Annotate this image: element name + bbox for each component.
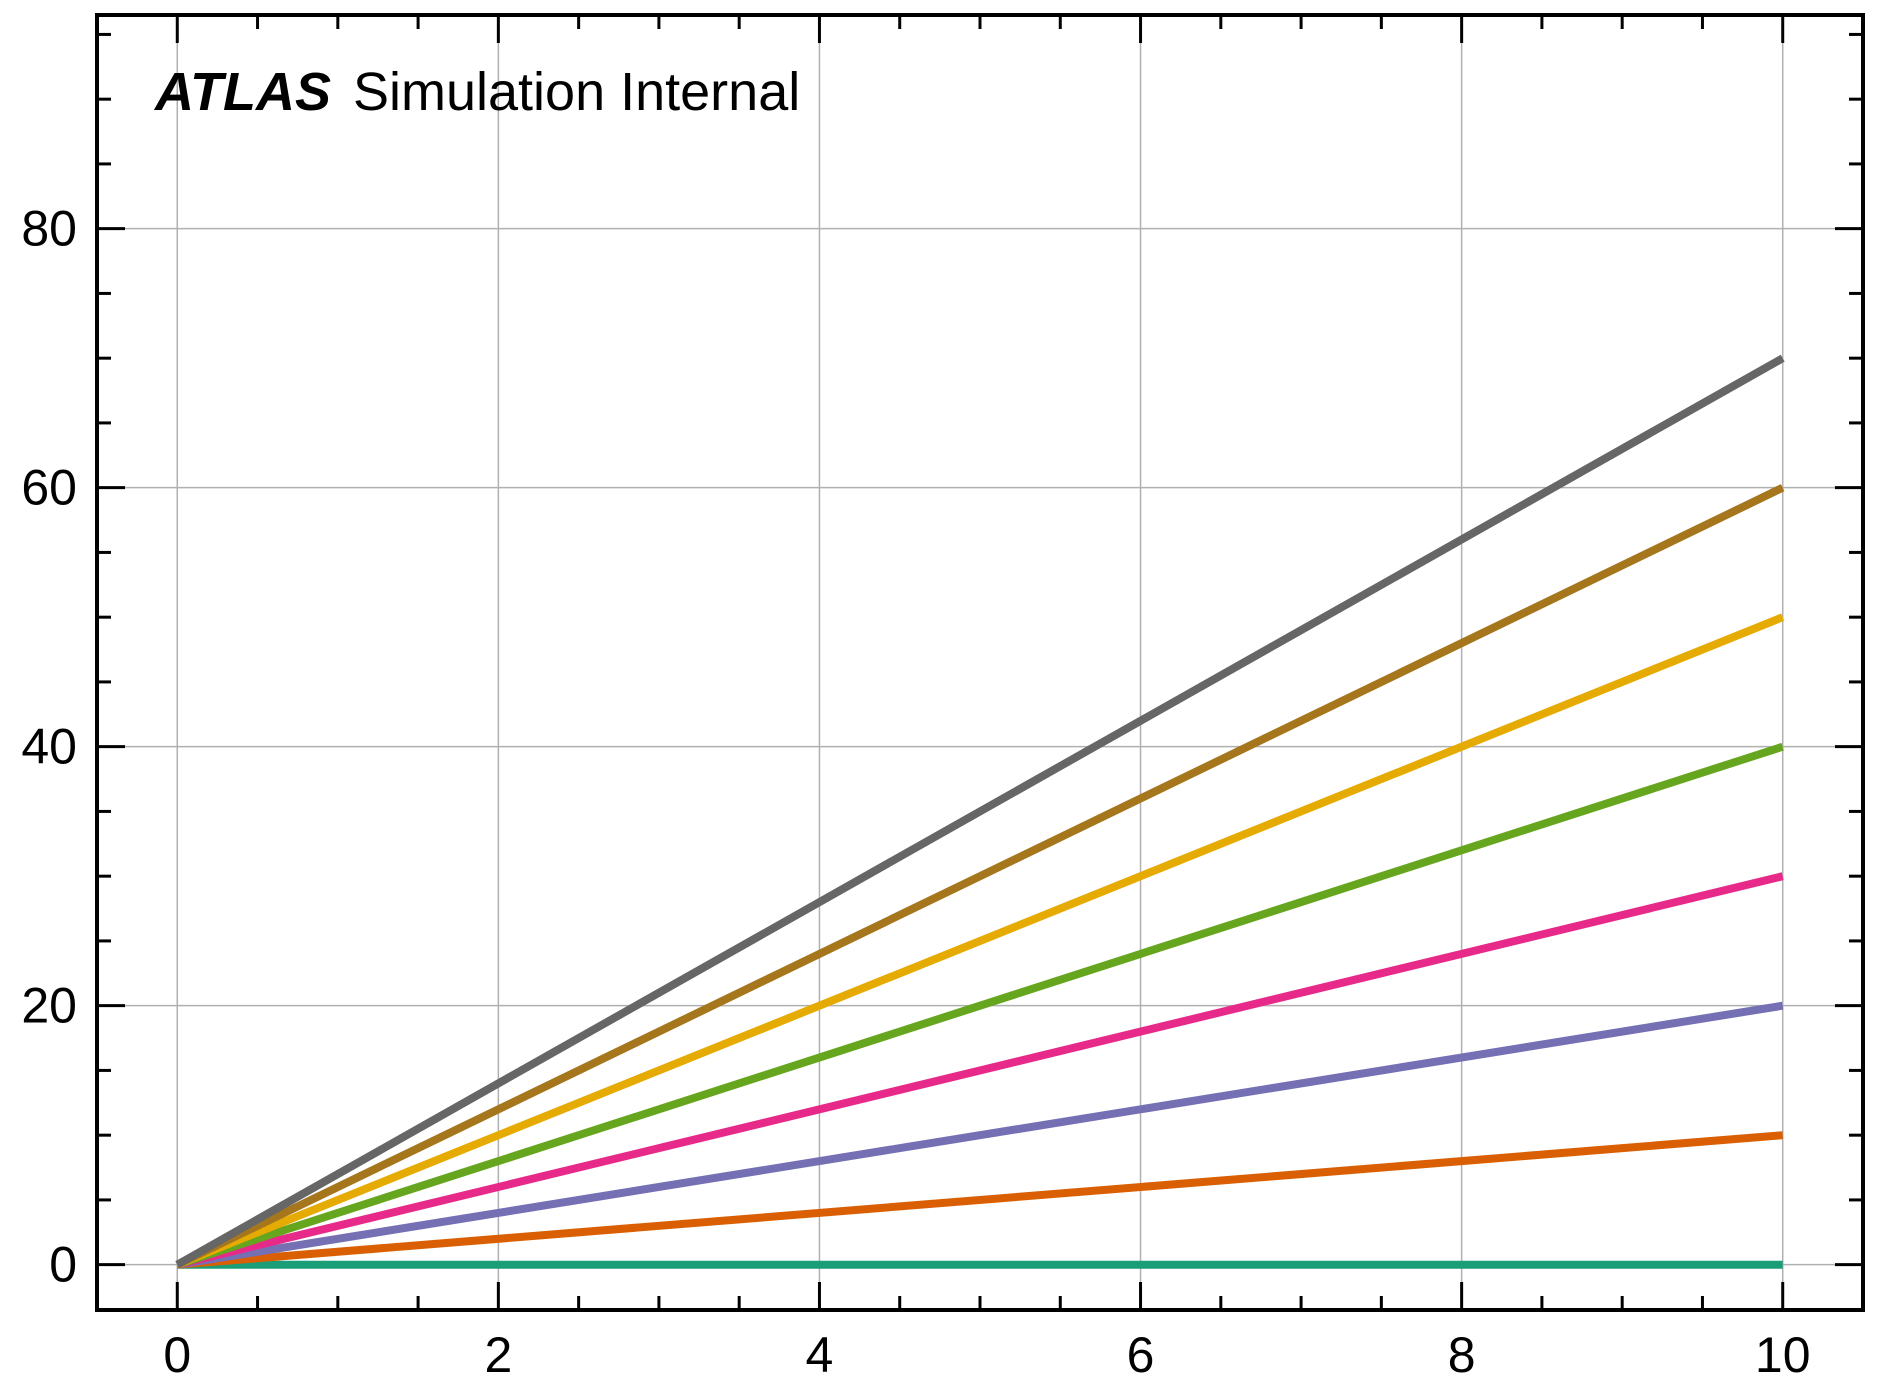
atlas-label-rest: Simulation Internal bbox=[353, 62, 800, 122]
series-line-3 bbox=[176, 872, 1784, 1269]
series-line-4 bbox=[176, 742, 1784, 1269]
series-lines bbox=[175, 354, 1785, 1269]
series-line-2 bbox=[176, 1001, 1784, 1269]
tick-labels: 0 2 4 6 8 10 0 20 40 60 80 bbox=[21, 201, 1810, 1383]
y-tick-label: 60 bbox=[21, 460, 77, 516]
x-tick-label: 0 bbox=[163, 1327, 191, 1383]
axis-ticks bbox=[95, 15, 1865, 1310]
y-tick-label: 0 bbox=[49, 1237, 77, 1293]
plot-frame bbox=[95, 13, 1865, 1312]
x-tick-label: 10 bbox=[1755, 1327, 1811, 1383]
y-tick-label: 80 bbox=[21, 201, 77, 257]
atlas-label-bold: ATLAS bbox=[153, 62, 331, 122]
x-tick-label: 8 bbox=[1448, 1327, 1476, 1383]
x-tick-label: 6 bbox=[1127, 1327, 1155, 1383]
atlas-label: ATLAS Simulation Internal bbox=[153, 62, 800, 122]
grid-lines bbox=[97, 15, 1863, 1310]
x-tick-label: 4 bbox=[806, 1327, 834, 1383]
series-line-1 bbox=[176, 1131, 1784, 1269]
y-tick-label: 20 bbox=[21, 978, 77, 1034]
y-tick-label: 40 bbox=[21, 719, 77, 775]
series-line-7 bbox=[175, 354, 1785, 1269]
series-line-5 bbox=[175, 613, 1785, 1269]
series-line-6 bbox=[175, 484, 1785, 1269]
x-tick-label: 2 bbox=[484, 1327, 512, 1383]
